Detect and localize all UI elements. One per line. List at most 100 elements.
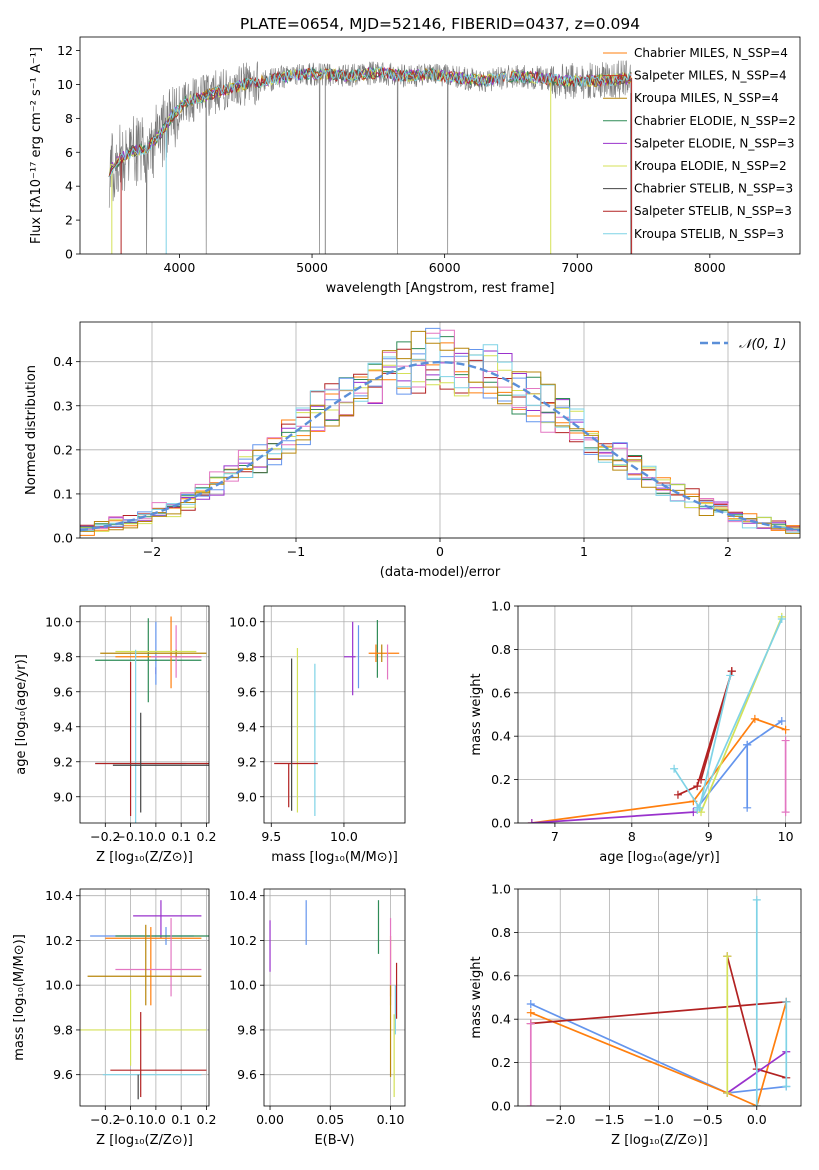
mass-weight-marker — [670, 764, 679, 773]
y-tick-label: 6 — [65, 145, 73, 160]
spectrum-panel: 4000 5000 6000 7000 8000 0 2 4 6 8 10 12 wavelength … — [29, 36, 801, 296]
x-tick-label: 4000 — [164, 260, 196, 275]
grid-lines — [264, 889, 405, 1106]
y-axis-label: age [log₁₀(age/yr)] — [14, 654, 29, 775]
mass-weight-marker — [752, 1102, 761, 1106]
y-tick-label: 9.8 — [53, 649, 73, 664]
errorbar-point — [133, 900, 202, 939]
y-tick-label: 0.4 — [491, 1012, 511, 1027]
grid-lines — [264, 606, 405, 823]
x-axis-label: Z [log₁₀(Z/Z⊙)] — [96, 1133, 193, 1148]
mass-weight-marker — [743, 740, 752, 749]
errorbar-point — [343, 621, 356, 696]
y-tick-label: 9.4 — [53, 719, 73, 734]
x-tick-label: −2 — [143, 544, 161, 559]
spectrum-legend: Chabrier MILES, N_SSP=4 Salpeter MILES, N… — [603, 46, 796, 241]
y-tick-label: 9.6 — [237, 684, 257, 699]
y-tick-label: 0.2 — [53, 442, 73, 457]
mass-weight-marker — [673, 790, 682, 799]
weight-plot — [527, 612, 790, 823]
mass-weight-marker — [781, 808, 790, 817]
y-axis-label: Normed distribution — [24, 365, 39, 495]
mass-weight-series-line — [530, 1001, 788, 1106]
y-tick-label: 4 — [65, 179, 73, 194]
x-tick-label: 1 — [580, 544, 588, 559]
histogram-plot — [80, 327, 800, 536]
errorbar-point — [87, 924, 202, 1006]
x-axis-label: wavelength [Angstrom, rest frame] — [326, 281, 555, 296]
x-tick-label: 10 — [778, 829, 794, 844]
gaussian-reference-curve — [80, 360, 800, 532]
weight-plot — [526, 895, 791, 1106]
mass-weight-marker — [781, 736, 790, 745]
y-tick-label: 9.8 — [237, 1022, 257, 1037]
y-tick-label: 9.0 — [237, 789, 257, 804]
x-tick-label: 0.2 — [197, 1112, 217, 1127]
legend-entry: Chabrier MILES, N_SSP=4 — [634, 46, 788, 60]
y-tick-label: 0.6 — [491, 685, 511, 700]
errorbar-point — [115, 616, 202, 689]
age-vs-metallicity-panel: −0.2−0.1 0.0 0.1 0.2 9.0 9.2 9.4 9.6 9.8 10.0 Z [l… — [14, 605, 216, 865]
x-tick-label: 9 — [705, 829, 713, 844]
grid-lines — [518, 888, 801, 1107]
errorbar-point — [100, 649, 207, 657]
x-tick-label: −1.0 — [643, 1112, 673, 1127]
errorbar-point — [95, 618, 202, 703]
mass-vs-metallicity-panel: −0.2−0.1 0.0 0.1 0.2 9.6 9.8 10.0 10.2 10.4 Z [lo… — [12, 888, 216, 1148]
x-tick-label: 0.1 — [171, 1112, 191, 1127]
y-tick-label: 10.2 — [229, 933, 257, 948]
spectrum-plot — [108, 60, 633, 254]
y-tick-label: 9.6 — [53, 1067, 73, 1082]
x-tick-label: −1 — [287, 544, 305, 559]
residual-histogram-panel: −2 −1 0 1 2 0.0 0.1 0.2 0.3 0.4 (data-model)/error… — [24, 321, 801, 580]
y-tick-label: 0.4 — [53, 354, 73, 369]
mass-weight-marker — [743, 803, 752, 812]
legend-entry: Kroupa STELIB, N_SSP=3 — [634, 227, 784, 241]
y-tick-label: 10.0 — [45, 978, 73, 993]
residual-histogram-series — [80, 330, 800, 534]
y-tick-label: 0.2 — [491, 772, 511, 787]
y-tick-label: 0.0 — [53, 531, 73, 546]
errorbar-plot — [269, 900, 398, 1098]
mass-weight-marker — [723, 952, 732, 961]
residual-histogram-series — [80, 337, 800, 533]
x-tick-label: 10.0 — [330, 829, 358, 844]
x-tick-label: −2.0 — [545, 1112, 575, 1127]
y-axis-label: Flux [fλ10⁻¹⁷ erg cm⁻² s⁻¹ A⁻¹] — [29, 47, 44, 244]
x-tick-label: 5000 — [296, 260, 328, 275]
x-tick-label: 9.5 — [261, 829, 281, 844]
x-tick-label: −0.2 — [90, 1112, 120, 1127]
mass-weight-series-line — [696, 618, 783, 811]
mass-weight-marker — [526, 1000, 535, 1009]
residual-histogram-series — [80, 355, 800, 532]
errorbar-point — [115, 918, 202, 997]
errorbar-point — [274, 762, 318, 808]
y-tick-label: 10 — [57, 77, 73, 92]
model-spectrum-line — [108, 67, 632, 177]
mass-weight-marker — [726, 671, 735, 680]
x-axis-label: Z [log₁₀(Z/Z⊙)] — [96, 850, 193, 865]
x-tick-label: 7 — [551, 829, 559, 844]
y-tick-label: 9.2 — [53, 754, 73, 769]
x-tick-label: 0.05 — [316, 1112, 344, 1127]
x-tick-label: 0.1 — [171, 829, 191, 844]
y-tick-label: 9.8 — [53, 1022, 73, 1037]
axes-frame — [263, 605, 406, 824]
mass-weight-marker — [782, 997, 791, 1006]
errorbar-point — [110, 1012, 207, 1098]
errorbar-plot — [95, 616, 209, 823]
mass-weight-series-line — [531, 811, 694, 823]
x-tick-label: 0 — [436, 544, 444, 559]
errorbar-point — [95, 662, 209, 816]
x-tick-label: 0.0 — [146, 829, 166, 844]
legend-entry: 𝒩(0, 1) — [739, 337, 786, 352]
y-tick-label: 0.8 — [491, 642, 511, 657]
y-tick-label: 10.0 — [45, 614, 73, 629]
x-axis-label: mass [log₁₀(M/M⊙)] — [271, 850, 398, 865]
grid-lines — [518, 605, 801, 824]
legend-entry: Salpeter MILES, N_SSP=4 — [634, 69, 787, 83]
mass-vs-extinction-panel: 0.00 0.05 0.10 9.6 9.8 10.0 10.2 10.4 E(B-V) — [229, 888, 406, 1148]
x-tick-label: 8 — [628, 829, 636, 844]
errorbar-plot — [80, 900, 209, 1100]
